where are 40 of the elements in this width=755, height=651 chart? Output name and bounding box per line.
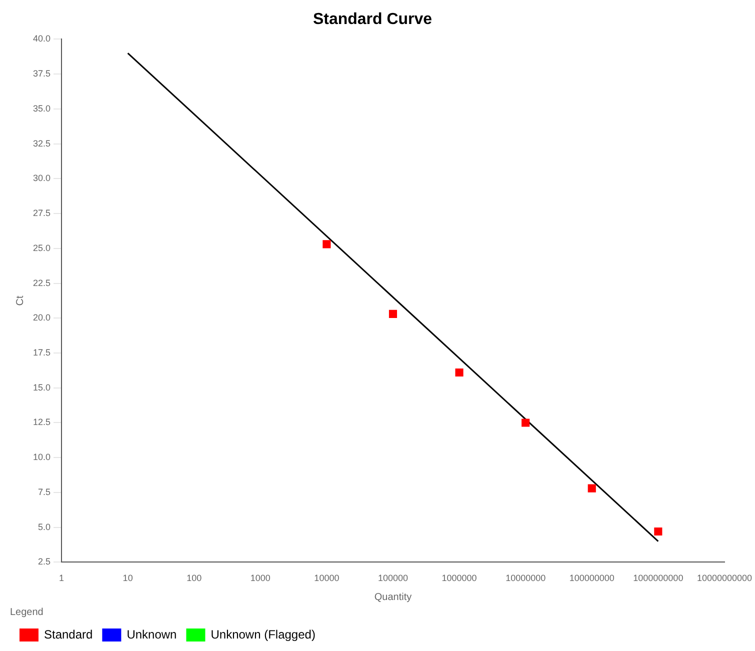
y-tick-label: 5.0 [38, 522, 51, 532]
point [588, 484, 596, 492]
x-axis-title: Quantity [374, 592, 412, 603]
y-tick-label: 30.0 [32, 173, 51, 184]
y-tick-label: 15.0 [32, 382, 51, 392]
y-tick-label: 7.5 [38, 486, 51, 497]
x-tick-label: 1000000 [442, 573, 477, 584]
y-tick-label: 37.5 [32, 68, 51, 79]
x-tick-label: 10000000000 [696, 573, 752, 584]
y-tick-label: 32.5 [32, 138, 51, 148]
legend-label: Unknown (Flagged) [210, 627, 316, 642]
y-tick-label: 10.0 [32, 452, 51, 462]
legend-label: Unknown [126, 627, 177, 642]
x-tick-label: 100000 [378, 573, 408, 584]
y-axis-title: Ct [14, 295, 26, 306]
point [388, 310, 398, 318]
point [654, 527, 662, 536]
y-tick-label: 35.0 [32, 103, 51, 114]
legend-title: Legend [10, 606, 44, 618]
x-tick-label: 1 [59, 573, 64, 584]
x-tick-label: 10000 [314, 573, 340, 584]
y-tick-label: 20.0 [32, 312, 51, 323]
y-tick-label: 12.5 [32, 417, 51, 428]
chart-title: Standard Curve [312, 11, 432, 28]
point [522, 418, 530, 427]
x-tick-label: 10000000 [506, 573, 546, 584]
y-tick-label: 22.5 [32, 278, 51, 288]
y-tick-label: 25.0 [32, 242, 51, 253]
x-tick-label: 100 [186, 573, 202, 584]
legend-label: Standard [44, 627, 93, 642]
point [455, 368, 464, 377]
y-tick-label: 27.5 [32, 208, 51, 218]
x-tick-label: 1000000000 [633, 573, 684, 584]
x-tick-label: 100000000 [569, 573, 614, 584]
y-tick-label: 2.5 [38, 556, 51, 567]
y-tick-label: 40.0 [32, 34, 51, 44]
x-tick-label: 10 [122, 573, 133, 584]
y-tick-label: 17.5 [32, 347, 51, 358]
x-tick-label: 1000 [250, 573, 270, 584]
point [322, 240, 331, 248]
